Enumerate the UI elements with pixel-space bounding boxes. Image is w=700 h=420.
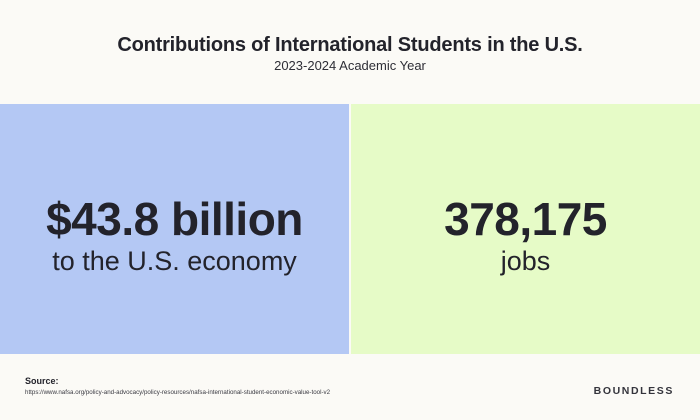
jobs-stat-panel: 378,175 jobs [351, 104, 700, 354]
page-title: Contributions of International Students … [117, 34, 583, 56]
source-label: Source: [25, 376, 59, 386]
source-url: https://www.nafsa.org/policy-and-advocac… [25, 389, 331, 396]
brand-logo: BOUNDLESS [593, 385, 674, 397]
page-subtitle: 2023-2024 Academic Year [274, 58, 426, 73]
jobs-stat-label: jobs [500, 246, 551, 276]
economy-stat-value: $43.8 billion [46, 193, 303, 245]
economy-stat-panel: $43.8 billion to the U.S. economy [0, 104, 349, 354]
jobs-stat-value: 378,175 [444, 193, 607, 245]
footer: Source: https://www.nafsa.org/policy-and… [0, 354, 700, 420]
economy-stat-label: to the U.S. economy [52, 246, 297, 276]
header: Contributions of International Students … [0, 0, 700, 104]
